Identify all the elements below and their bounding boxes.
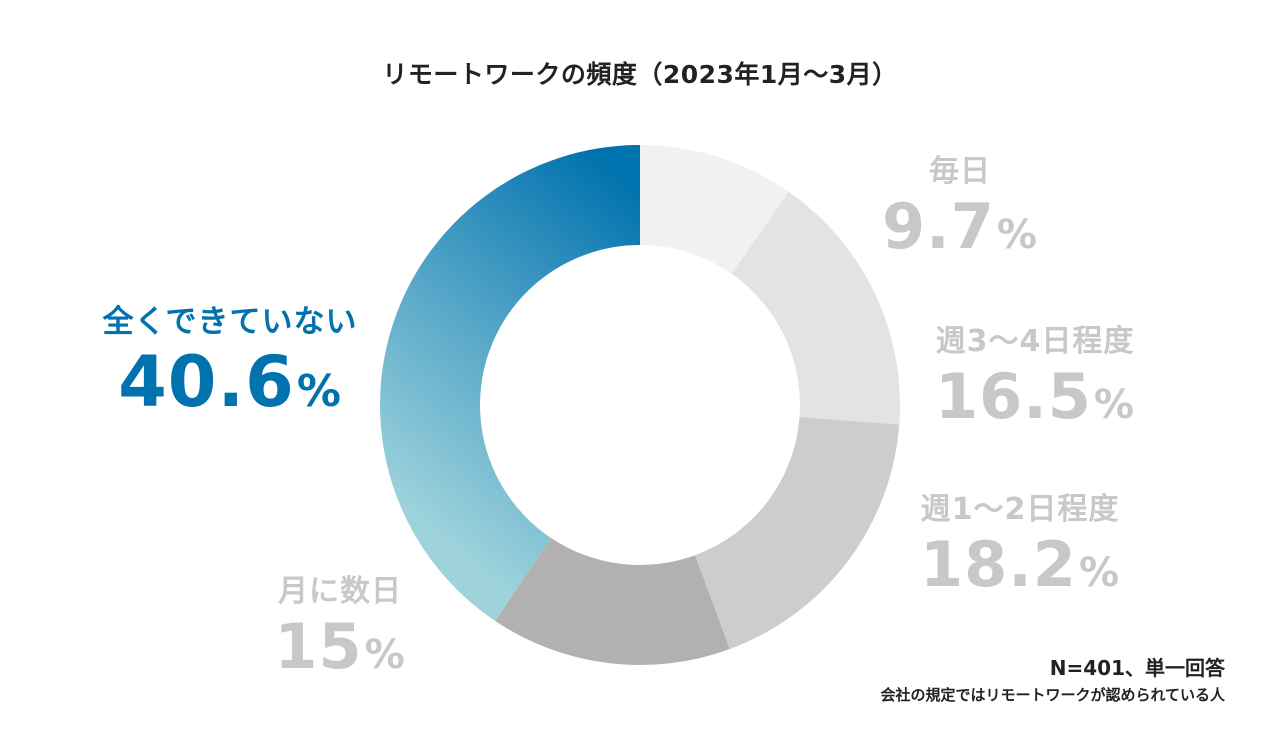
label-none-name: 全くできていない [102, 304, 358, 340]
label-daily-value: 9.7% [882, 190, 1038, 263]
slice-label-none: 全くできていない 40.6% [80, 296, 380, 417]
slice-daily [640, 145, 789, 274]
label-1-2-days-value: 18.2% [919, 528, 1121, 601]
label-daily-name: 毎日 [929, 154, 991, 189]
slice-3-4-days [731, 191, 900, 425]
scope-note: 会社の規定ではリモートワークが認められている人 [880, 686, 1225, 704]
label-none-value: 40.6% [118, 341, 342, 423]
label-3-4-days-value: 16.5% [934, 360, 1136, 433]
label-few-days-month-name: 月に数日 [278, 574, 402, 609]
slice-label-1-2-days: 週1〜2日程度 18.2% [905, 484, 1135, 596]
slice-1-2-days [695, 417, 900, 650]
slice-label-few-days-month: 月に数日 15% [255, 566, 425, 678]
sample-size-note: N=401、単一回答 [1049, 656, 1225, 680]
label-few-days-month-value: 15% [274, 610, 406, 683]
slice-label-daily: 毎日 9.7% [880, 146, 1040, 258]
label-3-4-days-name: 週3〜4日程度 [935, 324, 1135, 359]
donut-slices [379, 145, 900, 665]
label-1-2-days-name: 週1〜2日程度 [920, 492, 1120, 527]
slice-few-days-month [495, 537, 730, 665]
slice-label-3-4-days: 週3〜4日程度 16.5% [920, 316, 1150, 428]
chart-title: リモートワークの頻度（2023年1月〜3月） [382, 60, 898, 89]
slice-none [379, 145, 640, 621]
